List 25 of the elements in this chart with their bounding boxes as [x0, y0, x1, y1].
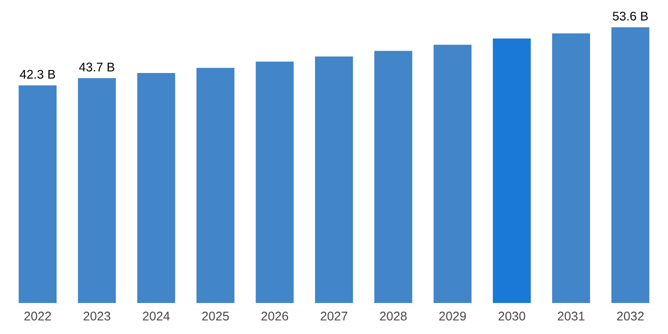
x-tick-label: 2031	[558, 312, 584, 321]
bar	[374, 50, 412, 303]
x-tick-label: 2027	[320, 312, 348, 321]
x-tick-label: 2024	[142, 312, 170, 321]
data-label: 53.6 B	[612, 12, 648, 21]
bar	[611, 27, 650, 303]
bar	[492, 38, 531, 303]
x-tick-label: 2022	[24, 312, 51, 321]
bar	[196, 68, 234, 303]
x-tick-label: 2028	[380, 312, 407, 321]
x-tick-label: 2026	[261, 312, 288, 321]
bar	[315, 56, 353, 303]
bar	[552, 33, 590, 303]
x-tick-label: 2030	[498, 312, 526, 321]
bar	[137, 72, 176, 303]
x-tick-label: 2029	[439, 312, 466, 321]
bar	[78, 78, 116, 303]
bar	[18, 85, 57, 303]
data-label: 43.7 B	[79, 62, 114, 72]
bar	[256, 62, 294, 303]
x-tick-label: 2023	[84, 312, 110, 321]
data-label: 42.3 B	[20, 70, 56, 79]
x-tick-label: 2025	[202, 312, 229, 321]
bar	[434, 44, 472, 303]
x-tick-label: 2032	[617, 312, 644, 321]
